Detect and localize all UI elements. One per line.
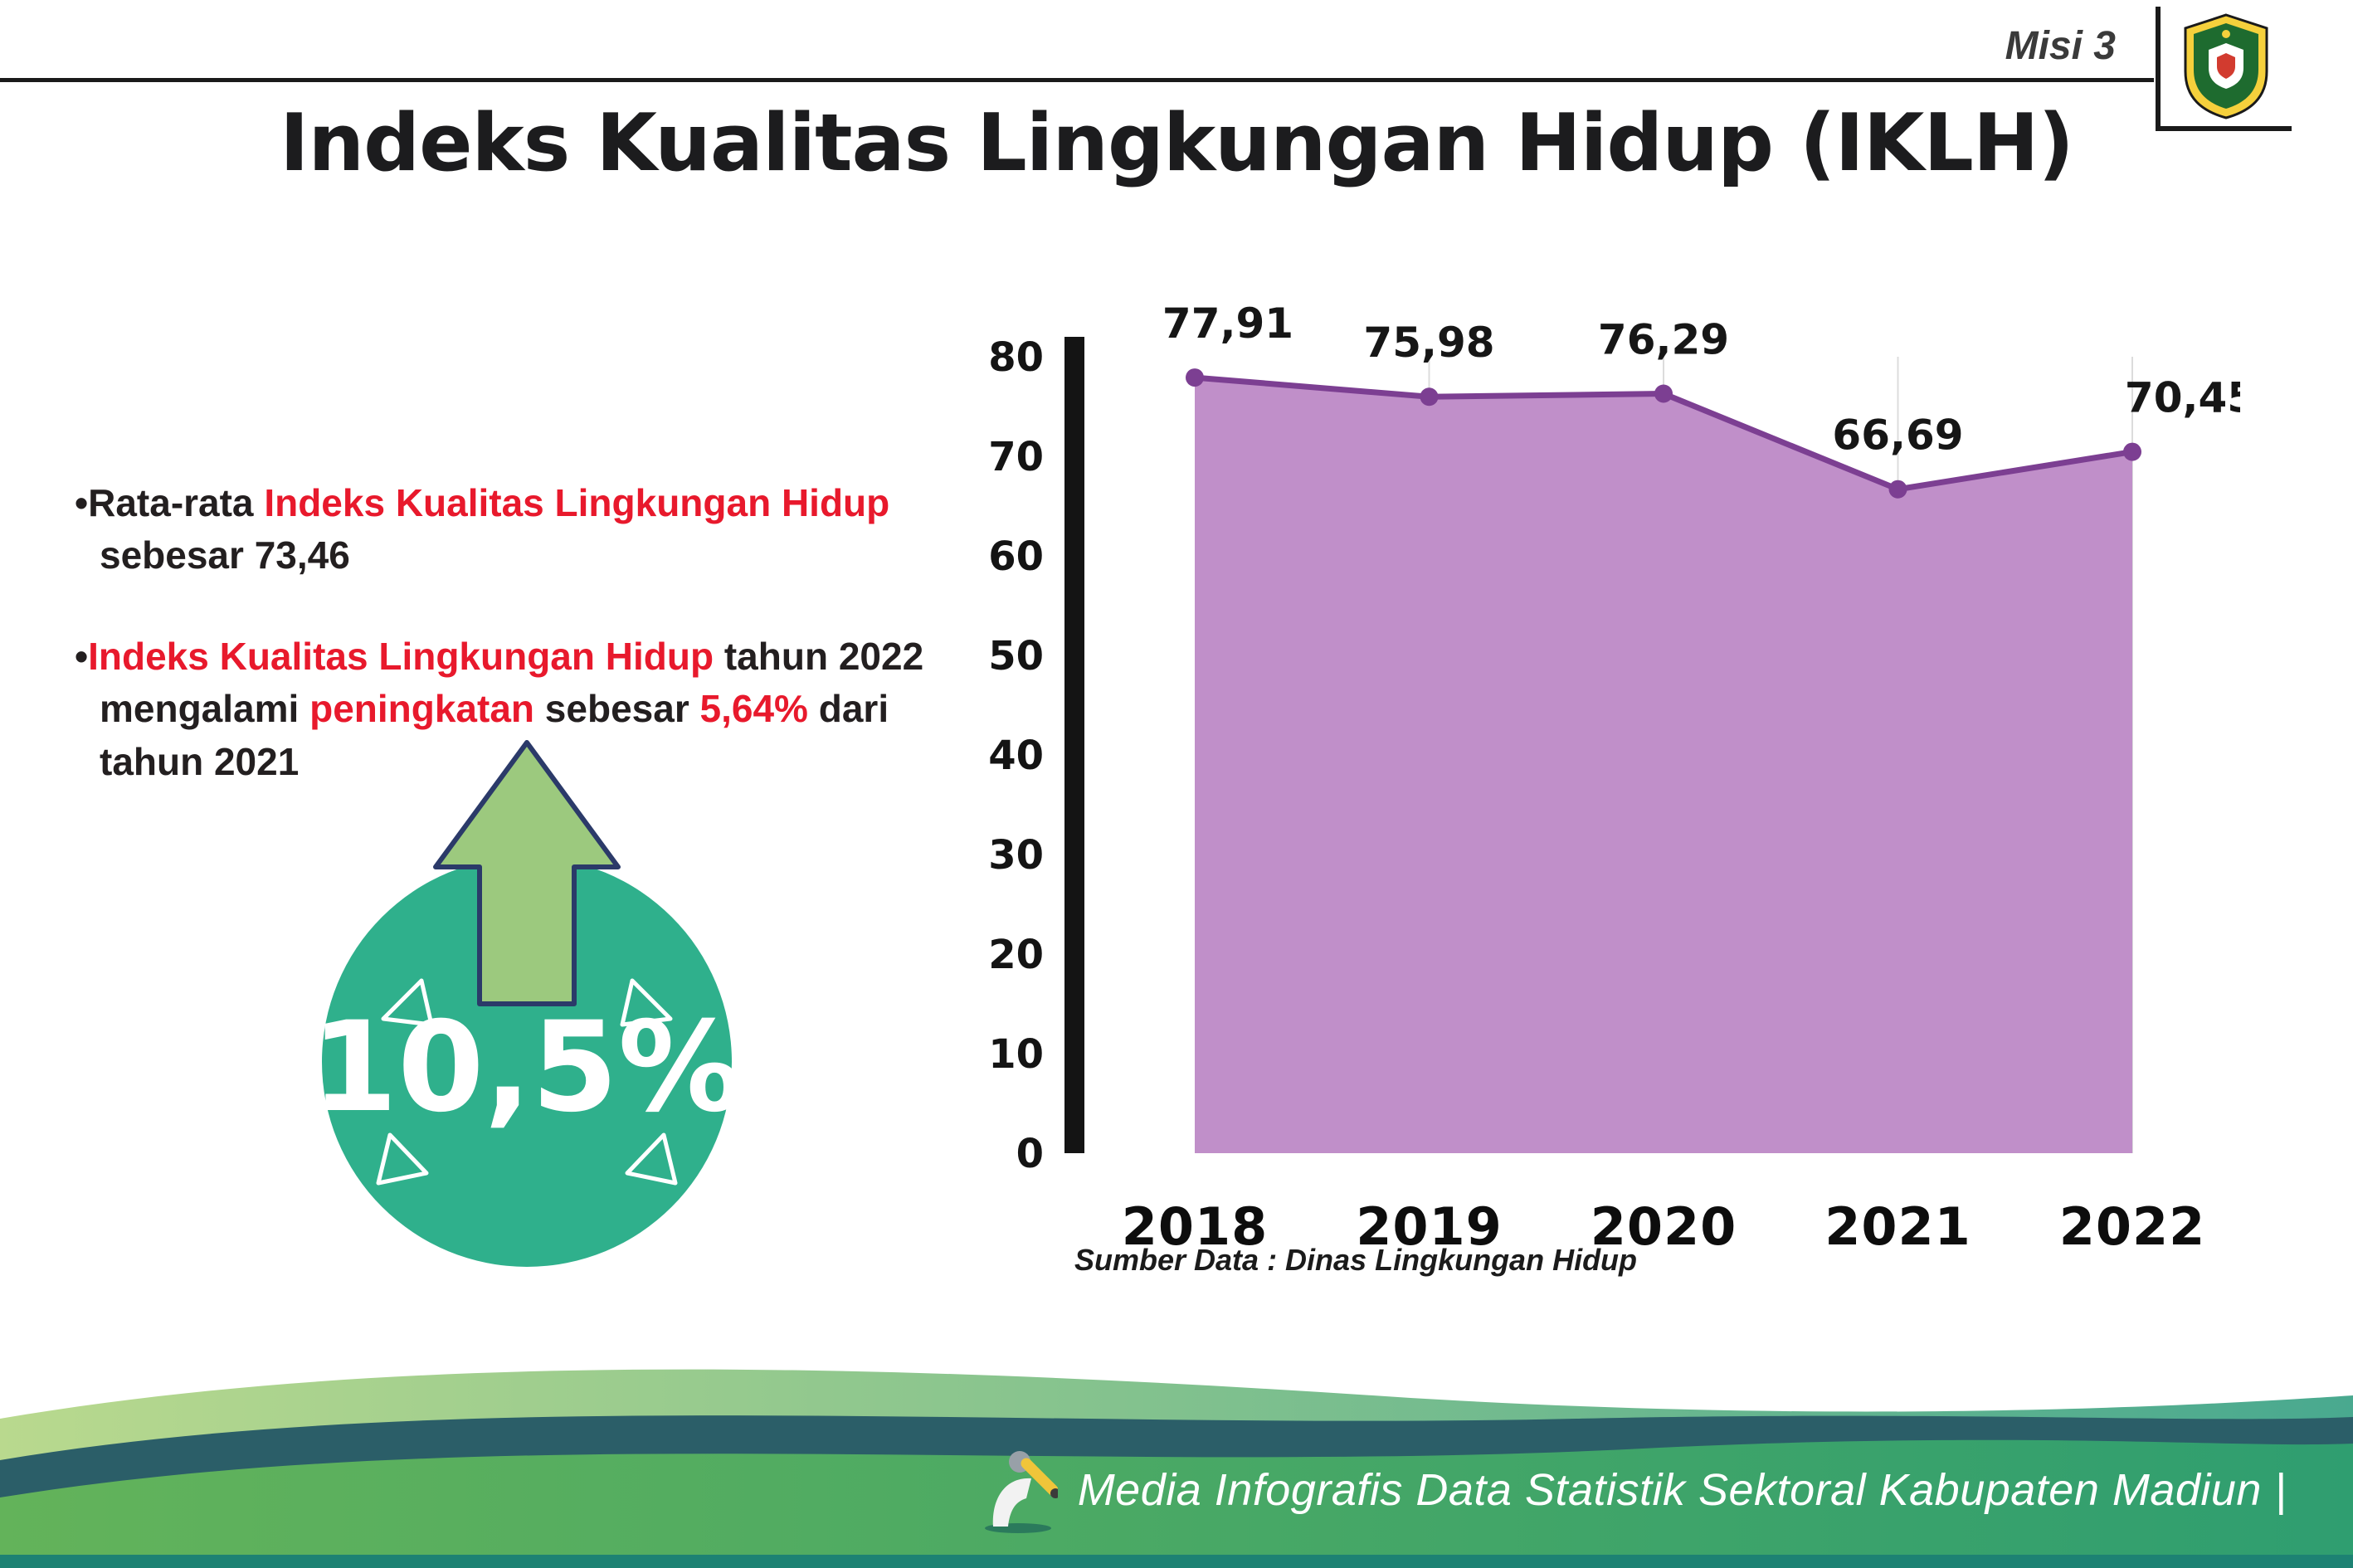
body-text: tahun 2022 mengalami [100, 634, 924, 731]
writer-mascot-icon [984, 1451, 1058, 1533]
page-title: Indeks Kualitas Lingkungan Hidup (IKLH) [280, 98, 2074, 189]
bullet-list: •Rata-rata Indeks Kualitas Lingkungan Hi… [75, 477, 971, 836]
increase-badge: 10,5% [290, 730, 772, 1278]
deco-triangle-icon [620, 978, 673, 1027]
highlight-text: Indeks Kualitas Lingkungan Hidup [88, 634, 714, 678]
x-tick-label: 2020 [1591, 1196, 1737, 1257]
footer-waves [0, 1369, 2353, 1568]
increase-badge-graphic: 10,5% [311, 740, 743, 1267]
body-text: sebesar [534, 687, 700, 731]
y-tick-label: 70 [988, 434, 1044, 480]
footer-text: Media Infografis Data Statistik Sektoral… [1077, 1465, 2287, 1515]
header-rule [0, 78, 2154, 82]
y-tick-label: 10 [988, 1031, 1044, 1078]
iklh-area-chart: 0 10 20 30 40 50 60 70 80 77,91 75,98 76,29 66,69 70,… [988, 299, 2240, 1257]
bullet-item: •Indeks Kualitas Lingkungan Hidup tahun … [75, 631, 971, 788]
y-tick-label: 30 [988, 832, 1044, 879]
x-tick-label: 2019 [1356, 1196, 1503, 1257]
area-fill [1195, 377, 2132, 1153]
point-label: 76,29 [1598, 316, 1729, 364]
bullet-marker: • [75, 481, 89, 524]
x-tick-label: 2022 [2059, 1196, 2206, 1257]
x-tick-label: 2021 [1824, 1196, 1971, 1257]
misi-label: Misi 3 [2005, 24, 2116, 68]
highlight-text: peningkatan [309, 687, 535, 731]
body-text: Rata-rata [88, 481, 265, 524]
footer: Media Infografis Data Statistik Sektoral… [978, 1447, 2287, 1533]
data-point [1654, 384, 1673, 403]
bullet-marker: • [75, 634, 89, 678]
y-tick-label: 80 [988, 334, 1044, 381]
x-tick-label: 2018 [1122, 1196, 1269, 1257]
point-label: 66,69 [1832, 411, 1963, 460]
kabupaten-madiun-logo [2156, 7, 2292, 131]
highlight-text: 5,64% [699, 687, 808, 731]
badge-circle [322, 857, 732, 1267]
point-label: 77,91 [1162, 299, 1293, 348]
data-point [1186, 368, 1204, 387]
wave-main [0, 1439, 2353, 1568]
highlight-text: Indeks Kualitas Lingkungan Hidup [264, 481, 890, 524]
bullet-item: •Rata-rata Indeks Kualitas Lingkungan Hi… [75, 477, 971, 582]
y-tick-label: 20 [988, 932, 1044, 978]
deco-triangle-icon [376, 1132, 429, 1186]
body-text: dari tahun 2021 [100, 687, 889, 783]
y-tick-label: 40 [988, 733, 1044, 779]
y-axis-bar [1064, 337, 1084, 1153]
data-point [2123, 442, 2141, 461]
source-caption: Sumber Data : Dinas Lingkungan Hidup [1074, 1243, 1638, 1277]
point-label: 70,45 [2125, 374, 2240, 422]
body-text: sebesar 73,46 [100, 533, 350, 577]
wave-bottom-strip [0, 1555, 2353, 1568]
data-point [1888, 480, 1907, 499]
y-tick-label: 0 [1016, 1131, 1044, 1177]
deco-triangle-icon [625, 1132, 678, 1186]
deco-triangle-icon [381, 978, 434, 1027]
badge-value: 10,5% [311, 996, 743, 1140]
y-tick-label: 50 [988, 633, 1044, 679]
data-point [1420, 387, 1439, 407]
logo-shield-icon [2184, 13, 2268, 119]
y-tick-label: 60 [988, 533, 1044, 580]
up-arrow-icon [433, 740, 621, 1006]
point-label: 75,98 [1363, 319, 1494, 367]
